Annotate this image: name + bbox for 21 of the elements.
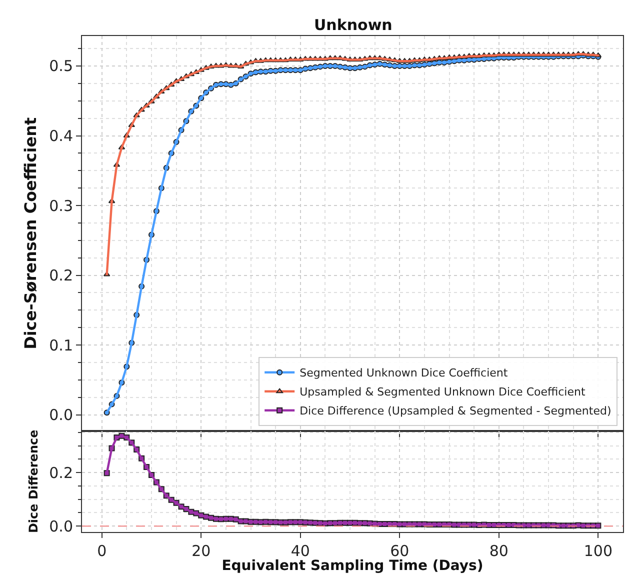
y-tick-label: 0.2 <box>49 266 73 285</box>
y-tick-label: 0.0 <box>49 517 73 536</box>
x-tick-label: 100 <box>584 542 612 560</box>
y-tick-label: 0.3 <box>49 196 73 215</box>
legend-label: Dice Difference (Upsampled & Segmented - Segmented) <box>300 404 612 418</box>
x-tick-label: 40 <box>290 542 310 560</box>
y-tick-label: 0.2 <box>49 464 73 482</box>
chart-title: Unknown <box>314 16 392 34</box>
legend-label: Upsampled & Segmented Unknown Dice Coefficient <box>300 386 586 399</box>
x-tick-label: 20 <box>192 542 211 560</box>
y-tick-label: 0.4 <box>49 127 73 145</box>
x-tick-label: 60 <box>390 542 410 560</box>
y-tick-label: 0.1 <box>49 336 73 354</box>
x-axis-title: Equivalent Sampling Time (Days) <box>222 558 484 574</box>
x-tick-label: 0 <box>97 542 107 560</box>
y-axis-title: Dice-Sørensen Coefficient <box>21 117 40 350</box>
legend-label: Segmented Unknown Dice Coefficient <box>300 366 508 380</box>
y-tick-label: 0.0 <box>49 406 73 424</box>
y-axis-title: Dice Difference <box>26 430 40 534</box>
y-tick-label: 0.5 <box>49 57 73 76</box>
x-tick-label: 80 <box>489 542 508 560</box>
